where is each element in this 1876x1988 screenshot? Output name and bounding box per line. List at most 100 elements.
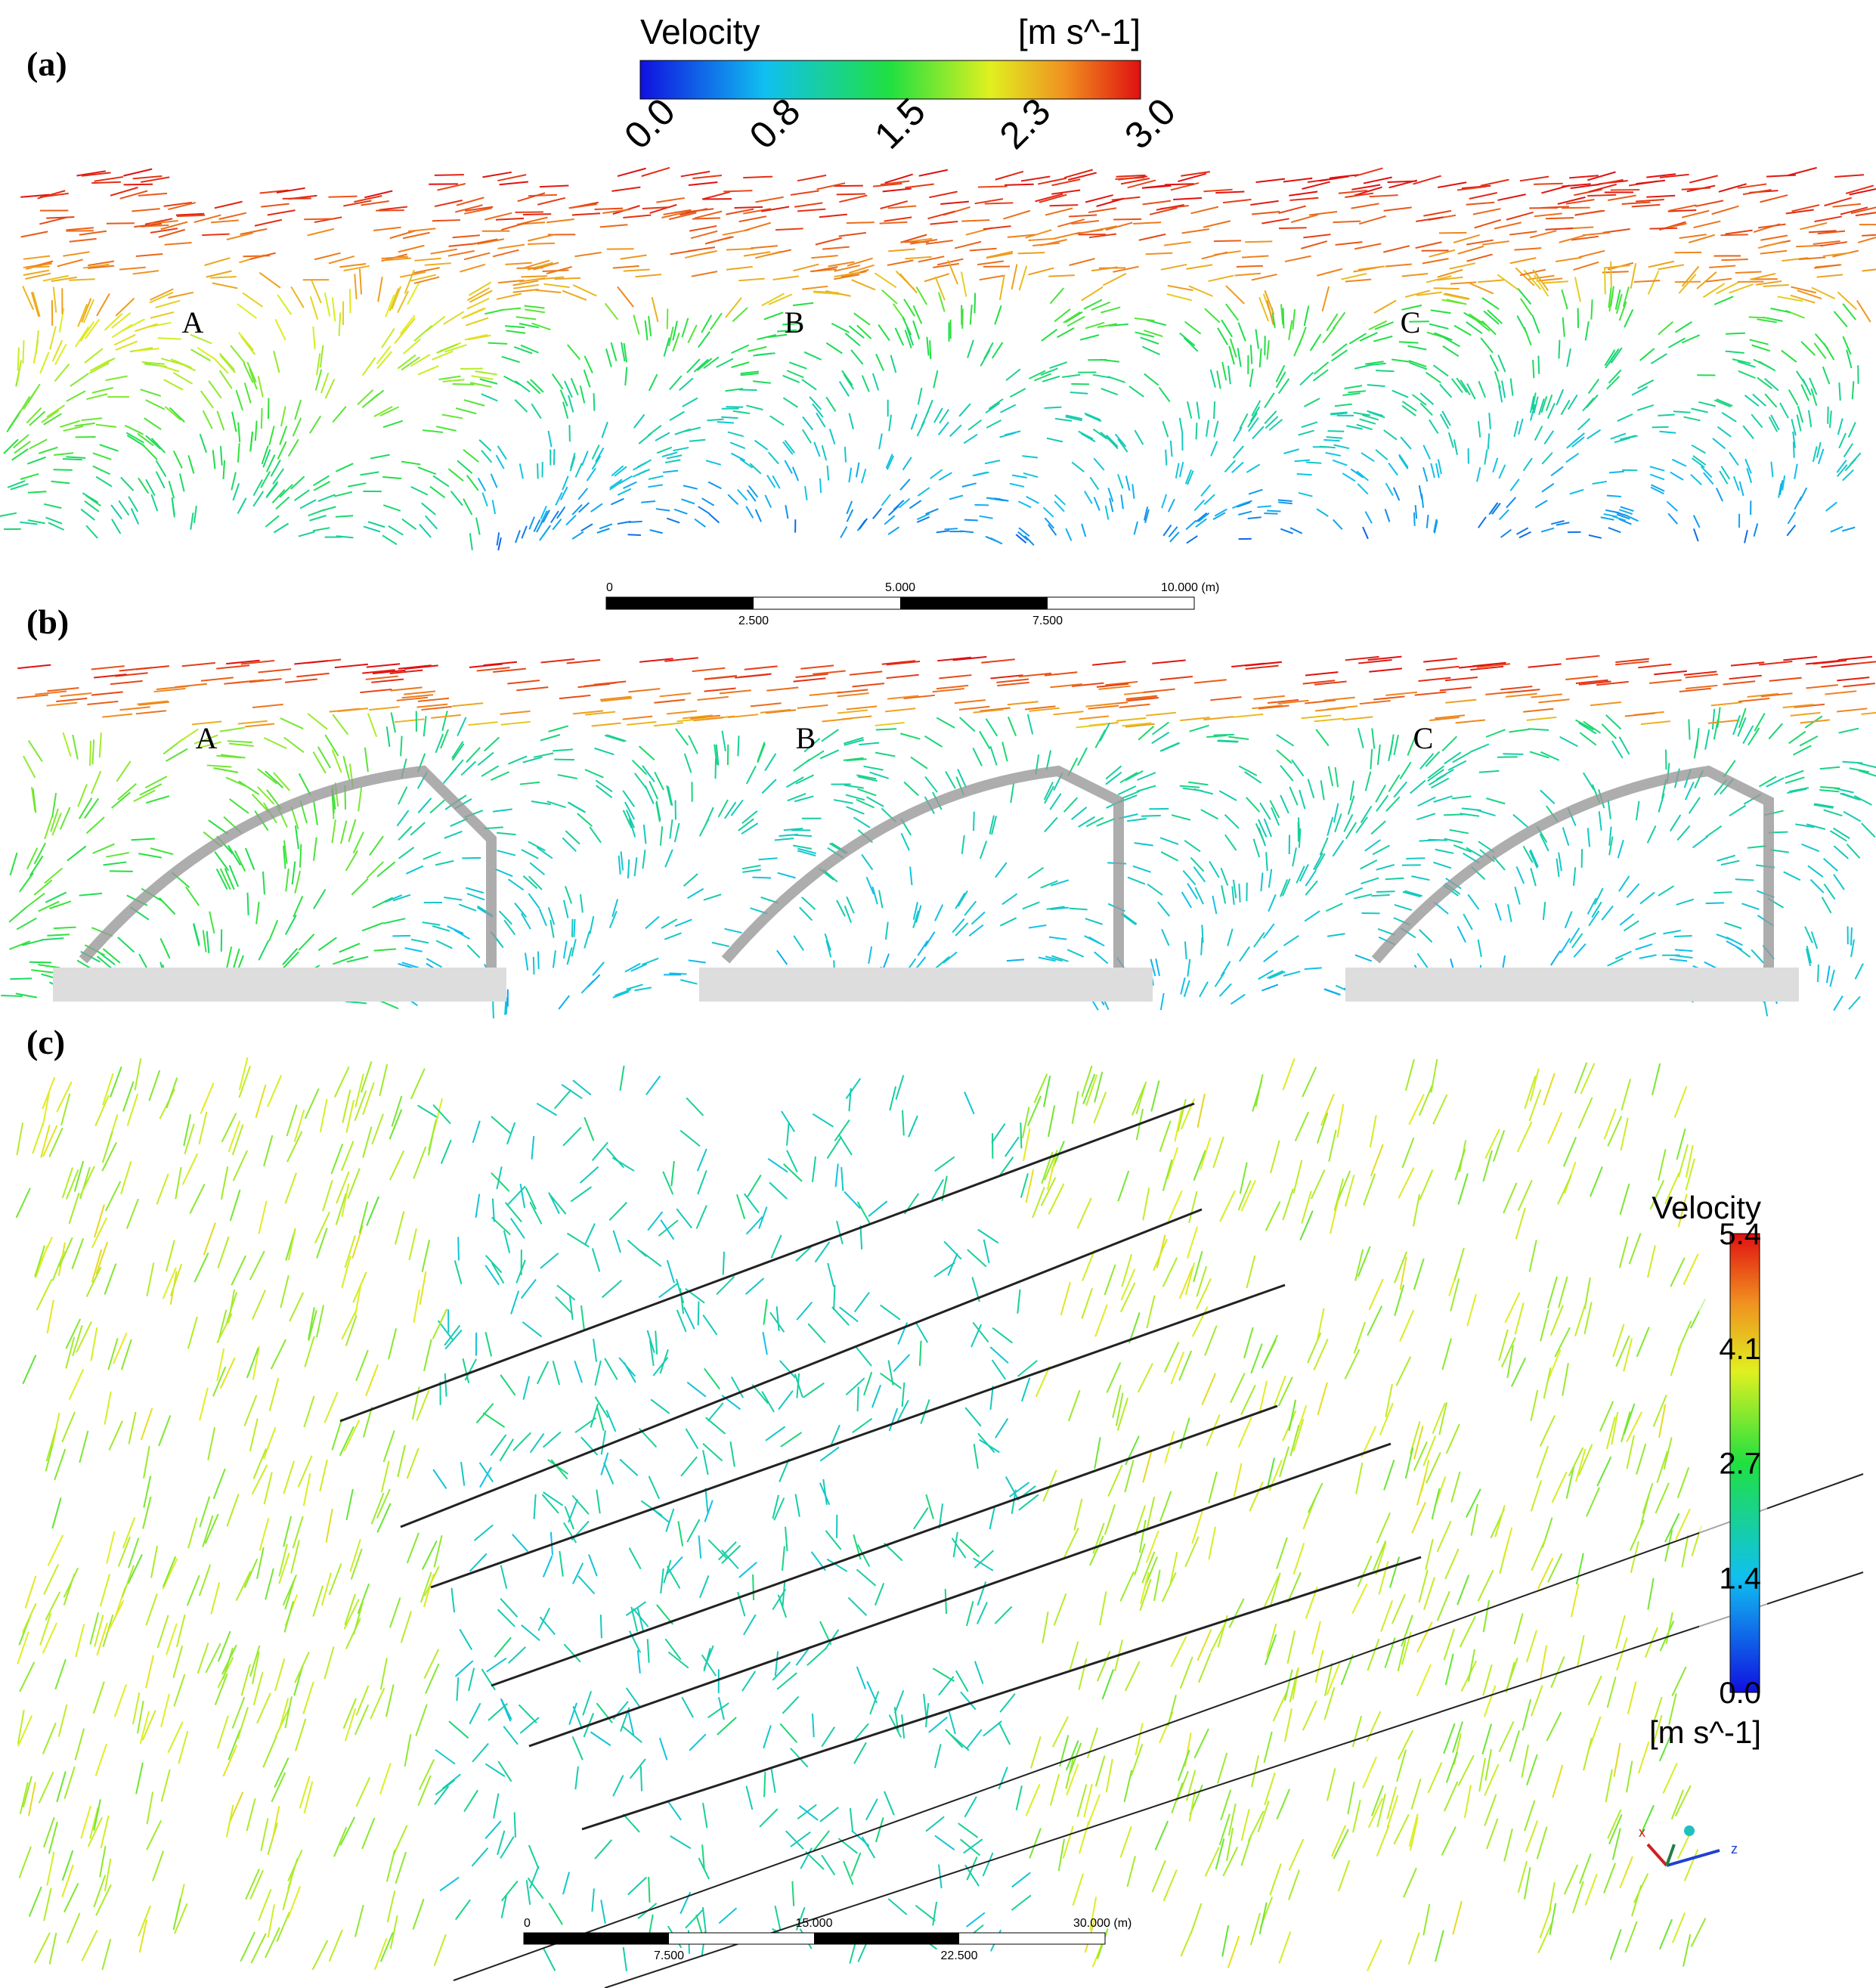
velocity-vector xyxy=(391,1095,403,1127)
velocity-vector xyxy=(400,735,403,757)
velocity-vector xyxy=(139,1711,150,1745)
velocity-vector xyxy=(1005,368,1021,382)
velocity-vector xyxy=(1276,749,1292,764)
velocity-vector xyxy=(308,1307,315,1339)
velocity-vector xyxy=(886,455,895,470)
velocity-vector xyxy=(1104,1504,1116,1535)
velocity-vector xyxy=(1804,926,1813,943)
velocity-vector xyxy=(42,1816,55,1848)
velocity-vector xyxy=(99,444,119,452)
velocity-vector xyxy=(1528,728,1549,731)
velocity-vector xyxy=(539,529,548,541)
velocity-vector xyxy=(1587,429,1602,440)
velocity-vector xyxy=(1737,717,1747,737)
velocity-vector xyxy=(1766,174,1796,178)
velocity-vector xyxy=(419,524,432,538)
velocity-vector xyxy=(146,1791,154,1825)
velocity-vector xyxy=(1758,776,1777,788)
velocity-vector xyxy=(58,308,65,333)
velocity-vector xyxy=(390,686,423,692)
velocity-vector xyxy=(520,1278,537,1299)
velocity-vector xyxy=(1649,466,1665,472)
velocity-vector xyxy=(159,897,176,915)
velocity-vector xyxy=(1389,1556,1401,1588)
velocity-vector xyxy=(856,774,877,780)
velocity-vector xyxy=(1551,1471,1568,1503)
velocity-vector xyxy=(726,208,754,215)
velocity-vector xyxy=(549,1194,567,1215)
velocity-vector xyxy=(312,527,330,532)
velocity-vector xyxy=(1323,1662,1333,1696)
velocity-vector xyxy=(1289,1424,1300,1457)
velocity-vector xyxy=(1053,1593,1067,1626)
velocity-vector xyxy=(225,776,249,788)
velocity-vector xyxy=(1513,420,1519,438)
velocity-vector xyxy=(623,342,628,363)
velocity-vector xyxy=(1441,1338,1452,1370)
velocity-vector xyxy=(394,1211,405,1245)
velocity-vector xyxy=(880,1372,902,1389)
velocity-vector xyxy=(1529,850,1538,869)
velocity-vector xyxy=(1603,1108,1617,1140)
velocity-vector xyxy=(1534,212,1562,218)
velocity-vector xyxy=(325,1508,333,1543)
velocity-vector xyxy=(47,687,79,692)
velocity-vector xyxy=(533,752,554,758)
velocity-vector xyxy=(932,688,964,693)
velocity-vector xyxy=(16,1122,24,1156)
velocity-vector xyxy=(30,292,40,317)
velocity-vector xyxy=(1375,1542,1387,1575)
velocity-vector xyxy=(519,463,524,479)
velocity-vector xyxy=(1043,782,1054,800)
velocity-vector xyxy=(54,1658,67,1690)
velocity-vector xyxy=(1534,426,1543,441)
velocity-vector xyxy=(86,393,108,401)
velocity-vector xyxy=(957,890,968,907)
velocity-vector xyxy=(1782,704,1814,709)
velocity-vector xyxy=(1326,436,1343,439)
velocity-vector xyxy=(140,1407,153,1441)
velocity-vector xyxy=(1606,494,1621,498)
velocity-vector xyxy=(435,426,457,432)
velocity-vector xyxy=(1076,723,1106,729)
velocity-vector xyxy=(1821,896,1832,914)
velocity-vector xyxy=(382,504,401,512)
velocity-vector xyxy=(933,262,959,268)
velocity-vector xyxy=(606,734,627,742)
velocity-vector xyxy=(819,749,840,760)
velocity-vector xyxy=(447,468,464,482)
velocity-vector xyxy=(231,1124,244,1156)
velocity-vector xyxy=(475,517,481,535)
velocity-vector xyxy=(670,1160,675,1187)
velocity-vector xyxy=(646,1639,650,1663)
velocity-vector xyxy=(1764,378,1779,392)
velocity-vector xyxy=(880,200,909,209)
velocity-vector xyxy=(704,1488,709,1513)
region-label: B xyxy=(796,721,816,755)
velocity-vector xyxy=(764,753,777,772)
velocity-vector xyxy=(844,1191,861,1209)
velocity-vector xyxy=(1302,1700,1317,1731)
colorbar-tick-label: 3.0 xyxy=(1116,90,1184,157)
velocity-vector xyxy=(320,1572,332,1606)
velocity-vector xyxy=(849,670,883,676)
velocity-vector xyxy=(1510,1357,1527,1387)
velocity-vector xyxy=(1388,774,1401,792)
velocity-vector xyxy=(605,348,612,367)
velocity-vector xyxy=(570,452,576,469)
velocity-vector xyxy=(579,1166,599,1184)
velocity-vector xyxy=(410,822,426,836)
velocity-vector xyxy=(1805,660,1840,665)
velocity-vector xyxy=(145,795,170,804)
velocity-vector xyxy=(890,355,897,373)
velocity-vector xyxy=(169,407,185,423)
velocity-vector xyxy=(79,892,103,896)
velocity-vector xyxy=(1741,903,1760,911)
velocity-vector xyxy=(354,1282,362,1316)
velocity-vector xyxy=(649,780,659,800)
velocity-vector xyxy=(1562,317,1565,337)
velocity-vector xyxy=(588,1554,598,1577)
velocity-vector xyxy=(1163,1341,1180,1373)
velocity-vector xyxy=(797,174,827,182)
velocity-vector xyxy=(32,291,41,317)
